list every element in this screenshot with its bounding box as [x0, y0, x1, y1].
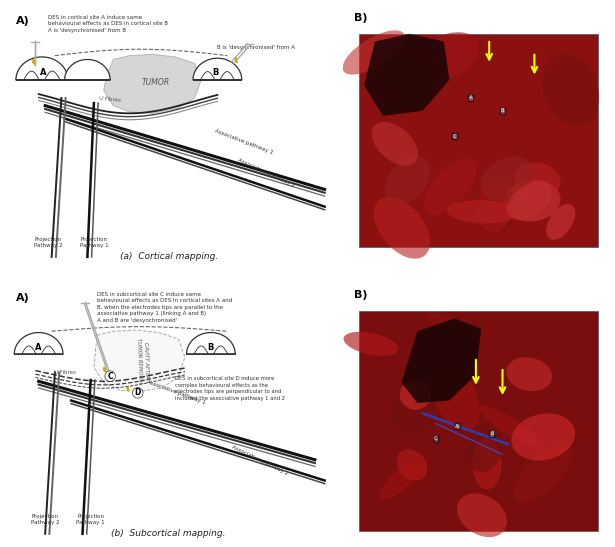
Polygon shape [186, 333, 236, 354]
Ellipse shape [392, 391, 435, 434]
Polygon shape [402, 318, 481, 403]
Ellipse shape [506, 357, 552, 391]
Ellipse shape [379, 463, 419, 499]
Text: B is 'desynchronised' from A: B is 'desynchronised' from A [217, 45, 295, 50]
Text: Projection
Pathway 1: Projection Pathway 1 [76, 514, 105, 525]
Ellipse shape [385, 156, 430, 205]
Text: C: C [434, 437, 438, 441]
Text: B: B [490, 432, 494, 437]
Ellipse shape [507, 181, 552, 220]
Ellipse shape [464, 424, 502, 472]
Text: U Fibres: U Fibres [54, 370, 76, 375]
Ellipse shape [514, 443, 572, 503]
Bar [359, 34, 598, 247]
Ellipse shape [480, 405, 538, 446]
Polygon shape [103, 368, 106, 372]
Text: DES in subcortical site C induce same
behavioural effects as DES in cortical sit: DES in subcortical site C induce same be… [97, 292, 232, 323]
Text: Projection
Pathway 2: Projection Pathway 2 [34, 237, 63, 248]
Ellipse shape [542, 54, 599, 126]
Text: Associative pathway 2: Associative pathway 2 [231, 444, 288, 476]
Text: B: B [208, 344, 214, 352]
Text: A: A [36, 344, 42, 352]
Text: D: D [135, 388, 141, 397]
Ellipse shape [472, 439, 501, 490]
Text: Associative pathway 1: Associative pathway 1 [213, 129, 273, 155]
Ellipse shape [371, 122, 418, 165]
Text: TUMOR: TUMOR [141, 78, 170, 87]
Polygon shape [16, 57, 68, 80]
Text: B): B) [354, 290, 367, 300]
Ellipse shape [546, 204, 575, 240]
Text: B): B) [354, 13, 367, 24]
Ellipse shape [478, 179, 514, 234]
Text: Projection
Pathway 2: Projection Pathway 2 [31, 514, 60, 525]
Ellipse shape [479, 190, 514, 234]
Ellipse shape [374, 197, 430, 259]
Polygon shape [127, 387, 129, 391]
Ellipse shape [447, 200, 517, 224]
Polygon shape [104, 54, 201, 113]
Polygon shape [33, 60, 35, 65]
Bar [359, 311, 598, 531]
Polygon shape [364, 34, 450, 116]
Ellipse shape [514, 162, 560, 198]
Text: DES in cortical site A induce same
behavioural effects as DES in cortical site B: DES in cortical site A induce same behav… [49, 15, 169, 33]
Ellipse shape [504, 179, 560, 222]
Ellipse shape [400, 380, 431, 410]
Ellipse shape [511, 414, 575, 461]
Ellipse shape [480, 156, 533, 201]
Text: CAVITY AFTER
TUMOR REMOVAL: CAVITY AFTER TUMOR REMOVAL [137, 337, 149, 384]
Ellipse shape [428, 312, 475, 345]
Ellipse shape [397, 450, 427, 480]
Polygon shape [14, 333, 63, 354]
Text: A): A) [16, 16, 30, 26]
Ellipse shape [457, 493, 507, 537]
Text: B: B [501, 108, 504, 113]
Text: Projection
Pathway 1: Projection Pathway 1 [79, 237, 108, 248]
Polygon shape [235, 57, 237, 62]
Text: C: C [453, 134, 456, 139]
Text: C: C [108, 371, 113, 381]
Text: A): A) [16, 293, 30, 303]
Ellipse shape [344, 332, 399, 356]
Ellipse shape [429, 360, 480, 430]
Text: (a)  Cortical mapping.: (a) Cortical mapping. [119, 252, 218, 261]
Polygon shape [94, 330, 185, 392]
Text: A: A [469, 95, 472, 101]
Text: (b)  Subcortical mapping.: (b) Subcortical mapping. [111, 529, 226, 538]
Text: Associative pathway 1: Associative pathway 1 [146, 380, 206, 405]
Polygon shape [193, 58, 242, 80]
Text: U Fibres: U Fibres [99, 96, 121, 103]
Ellipse shape [416, 32, 478, 80]
Text: B: B [213, 68, 219, 77]
Text: A: A [456, 423, 459, 429]
Ellipse shape [343, 30, 405, 74]
Ellipse shape [424, 158, 477, 216]
Text: Associative pathway 2: Associative pathway 2 [237, 158, 295, 189]
Text: A: A [40, 68, 47, 77]
Text: DES in subcortical site D induce more
complex behavioural effects as the
electro: DES in subcortical site D induce more co… [175, 376, 285, 401]
Polygon shape [65, 60, 110, 80]
